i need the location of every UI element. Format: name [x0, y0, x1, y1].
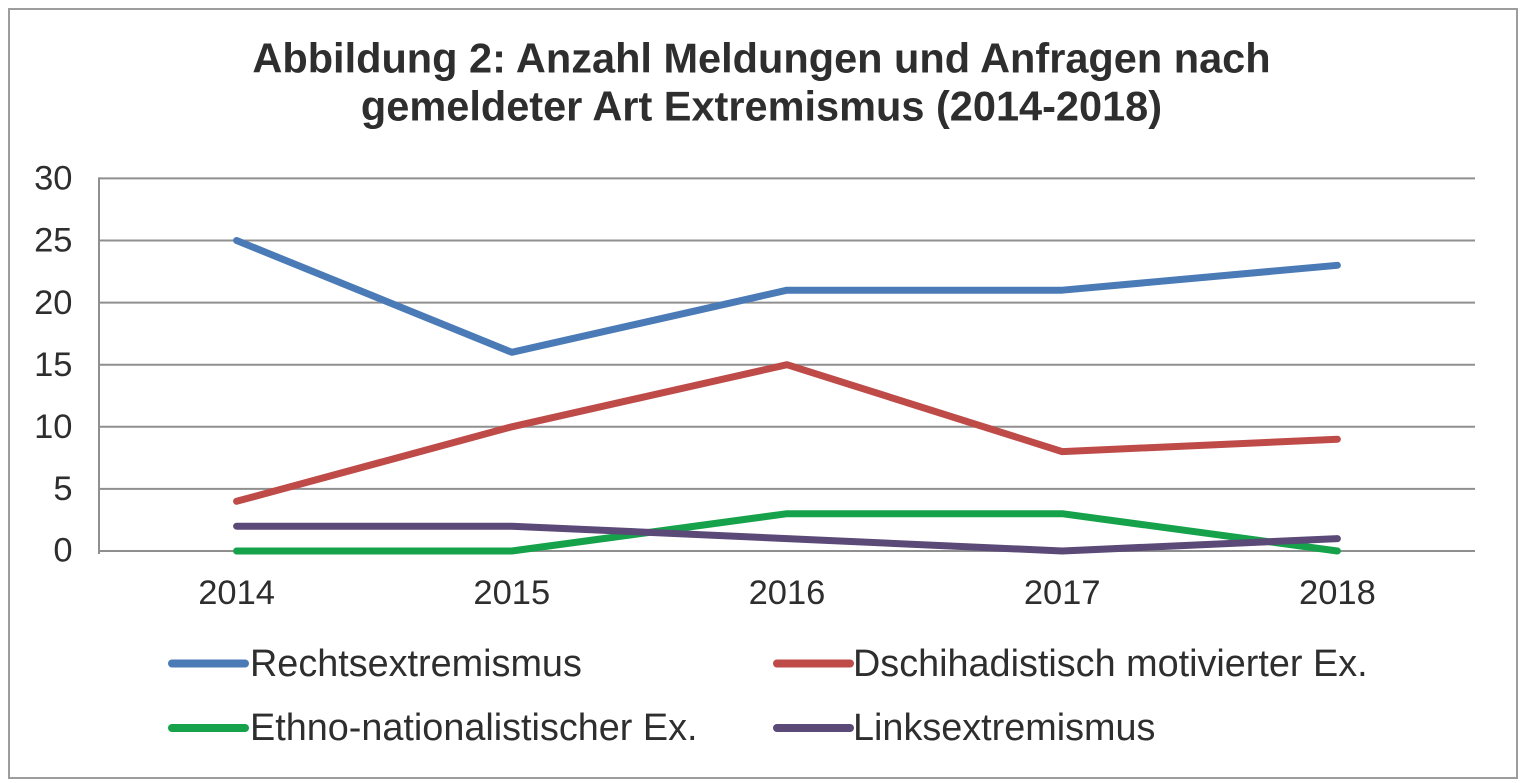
svg-text:5: 5	[53, 470, 72, 508]
svg-text:2014: 2014	[198, 574, 275, 612]
svg-text:15: 15	[34, 346, 72, 384]
svg-text:25: 25	[34, 222, 72, 260]
svg-text:10: 10	[34, 408, 72, 446]
svg-text:2015: 2015	[473, 574, 550, 612]
svg-text:Ethno-nationalistischer Ex.: Ethno-nationalistischer Ex.	[250, 707, 698, 749]
svg-text:2016: 2016	[749, 574, 826, 612]
svg-text:Abbildung 2: Anzahl Meldungen: Abbildung 2: Anzahl Meldungen und Anfrag…	[252, 35, 1270, 82]
svg-text:Rechtsextremismus: Rechtsextremismus	[250, 643, 582, 685]
svg-text:gemeldeter Art Extremismus (20: gemeldeter Art Extremismus (2014-2018)	[361, 83, 1162, 130]
svg-text:20: 20	[34, 284, 72, 322]
svg-text:Linksextremismus: Linksextremismus	[853, 707, 1155, 749]
svg-text:0: 0	[53, 532, 72, 570]
svg-text:2018: 2018	[1299, 574, 1376, 612]
svg-text:2017: 2017	[1024, 574, 1101, 612]
svg-text:30: 30	[34, 160, 72, 198]
svg-text:Dschihadistisch motivierter Ex: Dschihadistisch motivierter Ex.	[853, 643, 1368, 685]
